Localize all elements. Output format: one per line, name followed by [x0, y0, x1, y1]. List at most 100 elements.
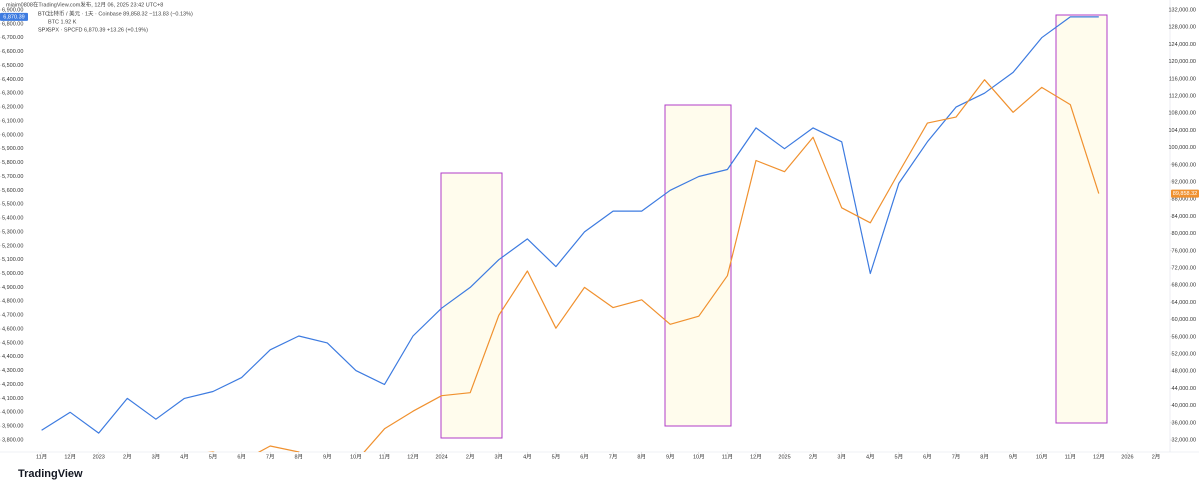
- y-tick-label: 3,900.00: [2, 424, 23, 430]
- x-tick-label: 9月: [666, 453, 675, 460]
- y2-tick-label: 124,000.00: [1168, 42, 1196, 48]
- highlight-box: [664, 104, 732, 427]
- x-tick-label: 4月: [866, 453, 875, 460]
- x-tick-label: 2月: [466, 453, 475, 460]
- y-tick-label: 6,000.00: [2, 132, 23, 138]
- highlight-box: [440, 172, 503, 439]
- y2-tick-label: 116,000.00: [1169, 76, 1196, 82]
- x-tick-label: 12月: [407, 453, 419, 460]
- legend-name: BTC: [38, 11, 49, 17]
- y2-tick-label: 132,000.00: [1168, 7, 1196, 13]
- x-tick-label: 6月: [923, 453, 932, 460]
- y2-tick-label: 48,000.00: [1172, 369, 1196, 375]
- x-tick-label: 5月: [552, 453, 561, 460]
- y-tick-label: 6,500.00: [2, 63, 23, 69]
- y-tick-label: 5,700.00: [2, 174, 23, 180]
- y2-tick-label: 68,000.00: [1172, 283, 1196, 289]
- y-tick-label: 4,200.00: [2, 382, 23, 388]
- y-tick-label: 4,800.00: [2, 299, 23, 305]
- x-tick-label: 5月: [895, 453, 904, 460]
- y2-tick-label: 112,000.00: [1169, 93, 1196, 99]
- x-tick-label: 9月: [323, 453, 332, 460]
- publish-info: miaim0808在TradingView.com发布, 12月 06, 202…: [6, 0, 163, 8]
- x-tick-label: 6月: [580, 453, 589, 460]
- x-tick-label: 4月: [180, 453, 189, 460]
- y2-tick-label: 88,000.00: [1172, 197, 1196, 203]
- y-tick-label: 4,600.00: [2, 326, 23, 332]
- x-tick-label: 12月: [750, 453, 762, 460]
- x-tick-label: 10月: [693, 453, 705, 460]
- x-tick-label: 8月: [637, 453, 646, 460]
- x-tick-label: 2026: [1121, 454, 1133, 460]
- x-tick-label: 7月: [952, 453, 961, 460]
- y2-tick-label: 32,000.00: [1172, 437, 1196, 443]
- x-tick-label: 2月: [809, 453, 818, 460]
- y-tick-label: 6,600.00: [2, 49, 23, 55]
- x-tick-label: 11月: [1065, 453, 1076, 460]
- x-tick-label: 12月: [64, 453, 76, 460]
- x-tick-label: 3月: [152, 453, 161, 460]
- series-line: [41, 16, 1099, 434]
- btc-legend: 比特币 / 美元 · 1天 · Coinbase 89,858.32 −113.…: [48, 9, 193, 17]
- y-tick-label: 6,400.00: [2, 77, 23, 83]
- x-tick-label: 8月: [294, 453, 303, 460]
- y-tick-label: 4,100.00: [2, 396, 23, 402]
- x-tick-label: 2月: [123, 453, 132, 460]
- y2-tick-label: 56,000.00: [1172, 334, 1196, 340]
- x-tick-label: 3月: [837, 453, 846, 460]
- y2-tick-label: 120,000.00: [1168, 59, 1196, 65]
- y-tick-label: 5,600.00: [2, 188, 23, 194]
- plot: [41, 16, 1100, 452]
- x-tick-label: 12月: [1093, 453, 1105, 460]
- price-badge: [0, 12, 28, 21]
- btc-volume: BTC 1.92 K: [48, 19, 77, 25]
- y-tick-label: 5,000.00: [2, 271, 23, 277]
- y-tick-label: 5,500.00: [2, 202, 23, 208]
- y-tick-label: 4,300.00: [2, 368, 23, 374]
- x-tick-label: 2月: [1152, 453, 1161, 460]
- price-badge-text: 89,858.32: [1173, 191, 1197, 197]
- y-tick-label: 6,900.00: [2, 7, 23, 13]
- x-tick-label: 4月: [523, 453, 532, 460]
- y-tick-label: 6,800.00: [2, 21, 23, 27]
- legend-name: SPX: [38, 27, 49, 33]
- y2-tick-label: 52,000.00: [1172, 351, 1196, 357]
- x-tick-label: 2025: [778, 454, 790, 460]
- y2-tick-label: 64,000.00: [1172, 300, 1196, 306]
- spx-legend: SPX · SPCFD 6,870.39 +13.26 (+0.19%): [48, 27, 148, 33]
- y2-tick-label: 108,000.00: [1168, 111, 1196, 117]
- y2-tick-label: 60,000.00: [1172, 317, 1196, 323]
- y-tick-label: 6,100.00: [2, 118, 23, 124]
- x-tick-label: 3月: [494, 453, 503, 460]
- series-line: [207, 79, 1100, 452]
- y2-tick-label: 44,000.00: [1172, 386, 1196, 392]
- y-tick-label: 5,900.00: [2, 146, 23, 152]
- x-tick-label: 8月: [980, 453, 989, 460]
- logo: TradingView: [18, 468, 83, 480]
- y-tick-label: 5,300.00: [2, 229, 23, 235]
- x-tick-label: 11月: [36, 453, 47, 460]
- x-tick-label: 2023: [93, 454, 105, 460]
- y2-tick-label: 72,000.00: [1172, 265, 1196, 271]
- y2-tick-label: 104,000.00: [1168, 128, 1196, 134]
- y2-tick-label: 76,000.00: [1172, 248, 1196, 254]
- highlight-box: [1055, 14, 1108, 424]
- y-tick-label: 4,400.00: [2, 354, 23, 360]
- y-tick-label: 5,200.00: [2, 243, 23, 249]
- x-tick-label: 6月: [237, 453, 246, 460]
- x-tick-label: 7月: [266, 453, 275, 460]
- x-tick-label: 2024: [436, 454, 448, 460]
- x-tick-label: 9月: [1009, 453, 1018, 460]
- highlight-boxes: [440, 14, 1108, 439]
- y2-tick-label: 96,000.00: [1172, 162, 1196, 168]
- x-tick-label: 11月: [379, 453, 390, 460]
- y-tick-label: 4,000.00: [2, 410, 23, 416]
- price-badge-text: 6,870.39: [3, 14, 24, 20]
- y2-tick-label: 100,000.00: [1168, 145, 1196, 151]
- y-tick-label: 5,100.00: [2, 257, 23, 263]
- x-tick-label: 7月: [609, 453, 618, 460]
- y-tick-label: 3,800.00: [2, 437, 23, 443]
- y-tick-label: 4,900.00: [2, 285, 23, 291]
- y2-tick-label: 80,000.00: [1172, 231, 1196, 237]
